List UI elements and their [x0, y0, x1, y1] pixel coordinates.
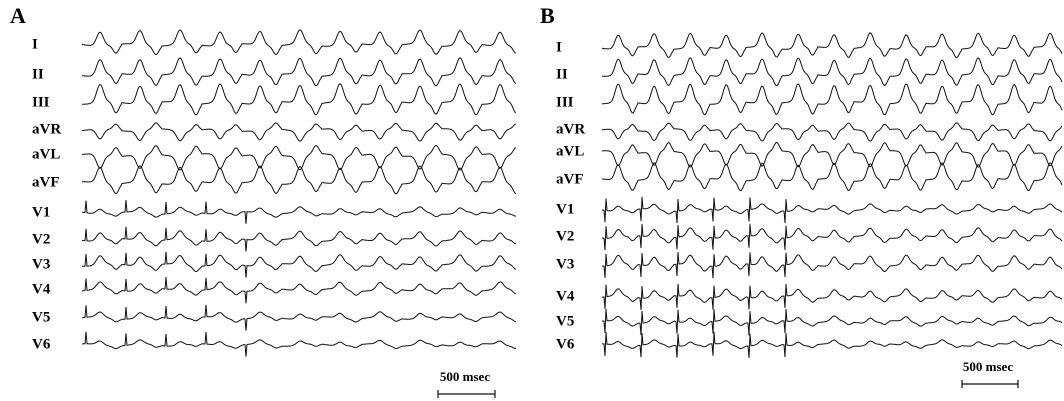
ecg-trace: [602, 84, 1062, 115]
lead-label: V3: [32, 256, 50, 272]
lead-label: aVL: [556, 143, 584, 159]
ecg-trace: [82, 277, 516, 303]
lead-label: V5: [556, 313, 574, 329]
lead-label: I: [32, 36, 38, 52]
lead-label: V6: [556, 336, 575, 352]
ecg-trace: [82, 227, 516, 252]
lead-label: aVF: [556, 171, 584, 187]
ecg-trace: [602, 284, 1062, 310]
ecg-trace: [602, 197, 1062, 223]
ecg-trace: [602, 224, 1062, 250]
lead-label: III: [32, 94, 50, 110]
ecg-trace: [602, 332, 1062, 358]
ecg-trace: [602, 252, 1062, 278]
ecg-figure: AIIIIIIaVRaVLaVFV1V2V3V4V5V6500 msecBIII…: [0, 0, 1064, 401]
lead-label: V1: [556, 201, 574, 217]
scale-label: 500 msec: [440, 369, 490, 384]
ecg-trace: [82, 84, 516, 115]
lead-label: V4: [556, 288, 575, 304]
lead-label: II: [32, 66, 44, 82]
lead-label: aVL: [32, 146, 60, 162]
lead-label: V3: [556, 256, 574, 272]
ecg-trace: [602, 143, 1062, 168]
ecg-trace: [82, 123, 516, 141]
lead-label: II: [556, 66, 568, 82]
lead-label: V4: [32, 281, 51, 297]
ecg-trace: [82, 332, 516, 357]
lead-label: V1: [32, 204, 50, 220]
lead-label: V5: [32, 309, 50, 325]
ecg-trace: [82, 58, 516, 86]
lead-label: aVR: [556, 121, 585, 137]
panel-label: B: [540, 3, 555, 28]
scale-label: 500 msec: [963, 359, 1013, 374]
ecg-trace: [82, 145, 516, 170]
ecg-trace: [602, 163, 1062, 191]
lead-label: I: [556, 39, 562, 55]
lead-label: III: [556, 94, 574, 110]
ecg-trace: [82, 166, 516, 194]
ecg-trace: [602, 309, 1062, 335]
lead-label: V6: [32, 336, 51, 352]
ecg-trace: [82, 252, 516, 278]
ecg-trace: [602, 123, 1062, 141]
ecg-trace: [82, 200, 516, 224]
ecg-trace: [82, 305, 516, 331]
panel-label: A: [10, 3, 26, 28]
lead-label: aVF: [32, 174, 60, 190]
ecg-trace: [82, 30, 516, 55]
lead-label: V2: [32, 231, 50, 247]
ecg-trace: [602, 58, 1062, 86]
lead-label: aVR: [32, 121, 61, 137]
lead-label: V2: [556, 228, 574, 244]
ecg-trace: [602, 33, 1062, 58]
